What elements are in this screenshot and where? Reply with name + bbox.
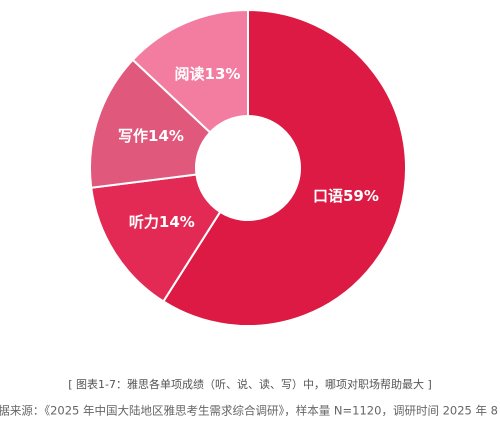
donut-slice <box>161 8 407 327</box>
chart-source: 数据来源：《2025 年中国大陆地区雅思考生需求综合调研》，样本量 N=1120… <box>0 404 500 418</box>
chart-caption: [ 图表1-7：雅思各单项成绩（听、说、读、写）中，哪项对职场帮助最大 ] <box>68 377 432 391</box>
donut-slice <box>89 58 212 189</box>
data-label: 听力14% <box>129 213 195 231</box>
donut: 口语59% 听力14% 写作14% 阅读13% <box>89 8 407 327</box>
data-label: 写作14% <box>118 127 184 145</box>
data-label: 口语59% <box>313 187 379 205</box>
data-label: 阅读13% <box>175 65 241 83</box>
donut-slice <box>90 173 222 303</box>
donut-slice <box>131 8 249 134</box>
